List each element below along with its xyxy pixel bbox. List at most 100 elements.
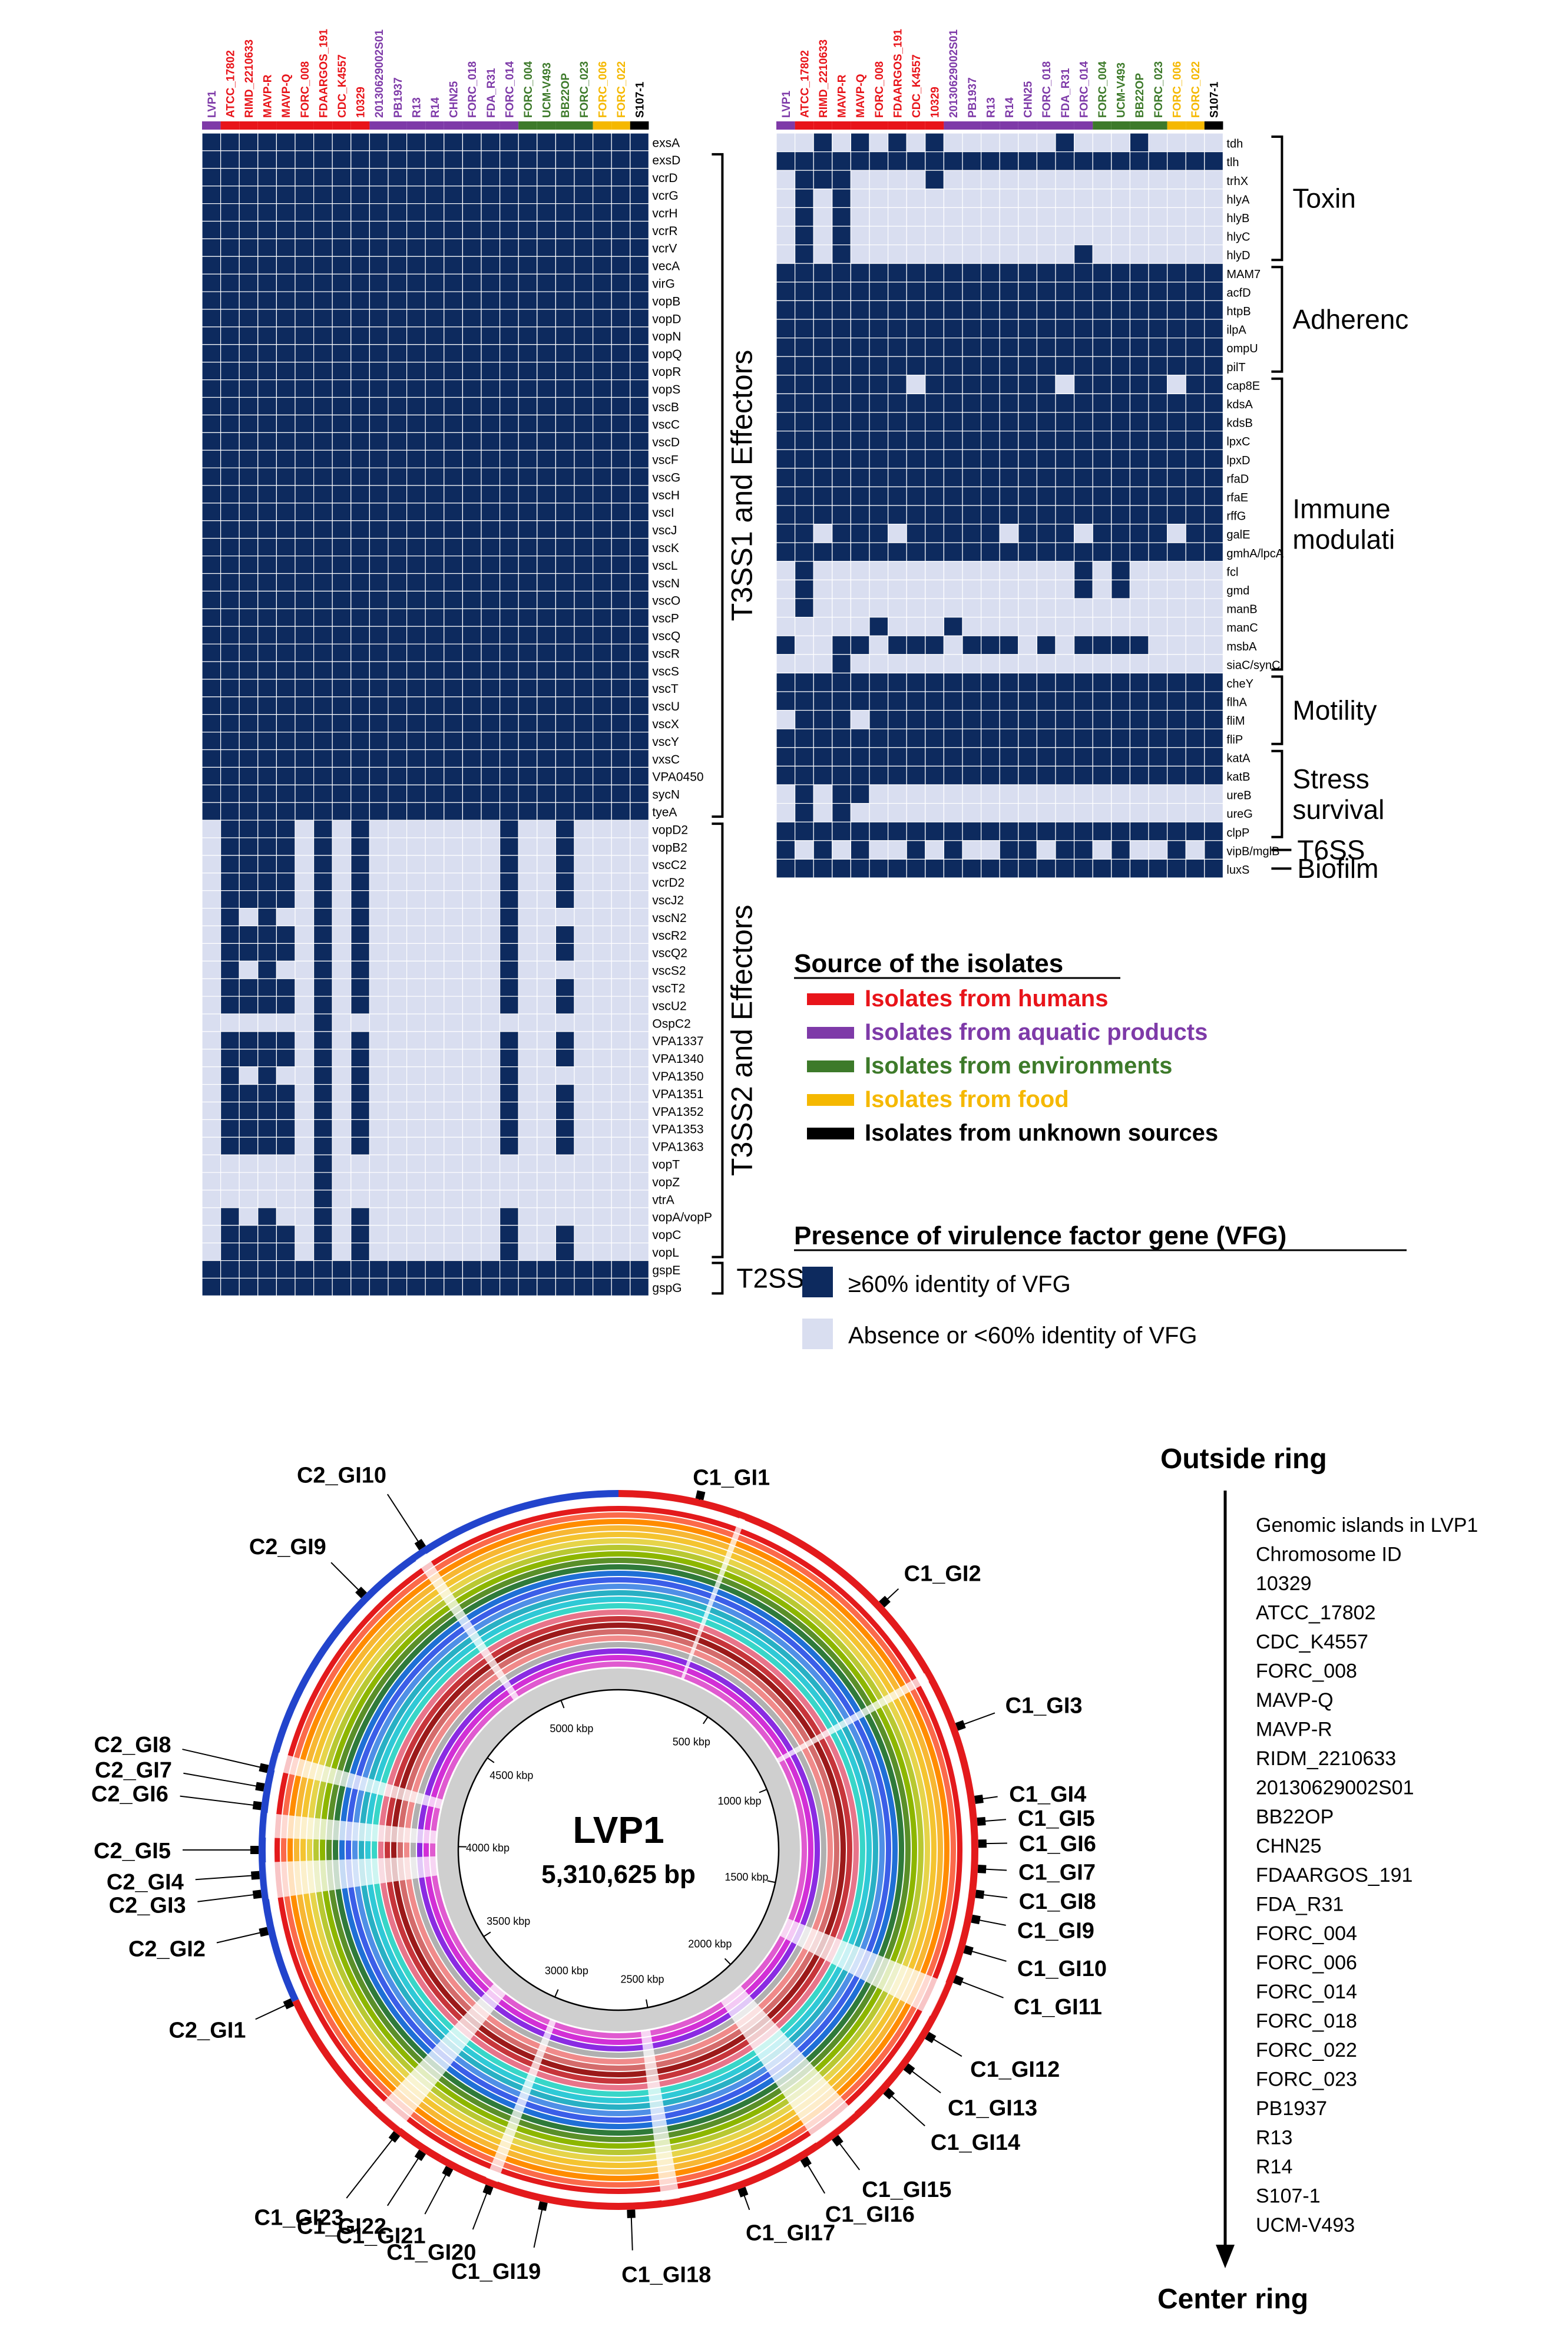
heatmap-cell xyxy=(257,925,277,944)
heatmap-cell xyxy=(555,873,575,891)
heatmap-cell xyxy=(499,379,519,398)
isolate-source-bar xyxy=(350,121,370,130)
heatmap-cell xyxy=(962,561,982,580)
heatmap-cell xyxy=(444,855,463,874)
heatmap-cell xyxy=(555,1066,575,1085)
heatmap-cell xyxy=(850,672,870,692)
heatmap-cell xyxy=(906,858,926,878)
heatmap-cell xyxy=(832,337,852,357)
isolate-label: S107-1 xyxy=(634,81,647,118)
heatmap-cell xyxy=(1166,337,1186,357)
heatmap-cell xyxy=(887,226,907,246)
genomic-island-leader xyxy=(699,1495,701,1500)
heatmap-cell xyxy=(832,840,852,860)
heatmap-cell xyxy=(1185,672,1205,692)
heatmap-cell xyxy=(906,579,926,599)
heatmap-cell xyxy=(518,1190,538,1208)
heatmap-cell xyxy=(369,873,389,891)
heatmap-cell xyxy=(295,1225,315,1244)
heatmap-cell xyxy=(962,616,982,636)
heatmap-cell xyxy=(462,731,482,751)
heatmap-cell xyxy=(481,379,501,398)
heatmap-cell xyxy=(611,1013,631,1032)
genome-ring xyxy=(339,1570,898,2130)
heatmap-cell xyxy=(592,538,612,557)
heatmap-cell xyxy=(555,1277,575,1296)
heatmap-cell xyxy=(388,503,408,521)
heatmap-cell xyxy=(276,1013,296,1032)
genomic-island-leader xyxy=(387,2155,421,2206)
heatmap-cell xyxy=(869,245,889,264)
heatmap-cell xyxy=(388,1013,408,1032)
gene-label: vscO xyxy=(652,594,680,608)
heatmap-cell xyxy=(518,749,538,768)
heatmap-cell xyxy=(220,538,240,557)
heatmap-cell xyxy=(406,168,426,187)
heatmap-cell xyxy=(943,802,963,822)
heatmap-cell xyxy=(406,890,426,909)
genomic-island-label: C1_GI15 xyxy=(862,2178,951,2202)
heatmap-cell xyxy=(776,654,796,674)
gene-label: vscI xyxy=(652,506,674,520)
heatmap-cell xyxy=(1018,691,1038,711)
heatmap-cell xyxy=(425,661,445,680)
heatmap-cell xyxy=(1185,542,1205,562)
heatmap-cell xyxy=(444,1225,463,1244)
heatmap-cell xyxy=(444,379,463,398)
heatmap-cell xyxy=(257,802,277,821)
heatmap-cell xyxy=(276,503,296,521)
genomic-island-leader xyxy=(216,1931,264,1944)
heatmap-cell xyxy=(481,432,501,451)
genomic-island-leader xyxy=(888,2093,925,2127)
heatmap-cell xyxy=(555,467,575,486)
heatmap-cell xyxy=(574,661,594,680)
heatmap-cell xyxy=(887,189,907,208)
heatmap-cell xyxy=(518,344,538,363)
heatmap-cell xyxy=(869,356,889,376)
heatmap-cell xyxy=(332,960,352,979)
heatmap-cell xyxy=(499,555,519,574)
isolate-label: FDA_R31 xyxy=(1060,68,1072,118)
heatmap-cell xyxy=(220,238,240,257)
heatmap-cell xyxy=(481,714,501,733)
heatmap-cell xyxy=(592,555,612,574)
genomic-island-leader xyxy=(960,1712,995,1726)
heatmap-cell xyxy=(592,1260,612,1279)
heatmap-cell xyxy=(555,802,575,821)
scale-tick xyxy=(487,1757,495,1763)
heatmap-cell xyxy=(481,256,501,275)
heatmap-cell xyxy=(980,207,1000,227)
heatmap-cell xyxy=(574,784,594,803)
heatmap-cell xyxy=(943,282,963,301)
heatmap-cell xyxy=(369,573,389,592)
heatmap-cell xyxy=(592,1013,612,1032)
heatmap-cell xyxy=(369,943,389,962)
isolate-label: FDAARGOS_191 xyxy=(317,29,330,118)
heatmap-cell xyxy=(425,397,445,415)
heatmap-cell xyxy=(313,714,333,733)
heatmap-cell xyxy=(518,309,538,328)
heatmap-cell xyxy=(574,1172,594,1191)
heatmap-cell xyxy=(592,203,612,222)
heatmap-cell xyxy=(1166,505,1186,525)
heatmap-cell xyxy=(350,414,370,433)
heatmap-cell xyxy=(444,397,463,415)
heatmap-cell xyxy=(239,749,259,768)
heatmap-cell xyxy=(1111,207,1131,227)
heatmap-cell xyxy=(1129,282,1149,301)
heatmap-cell xyxy=(630,397,650,415)
heatmap-cell xyxy=(295,590,315,609)
genome-ring xyxy=(352,1583,885,2117)
heatmap-cell xyxy=(555,661,575,680)
heatmap-cell xyxy=(925,133,945,153)
heatmap-cell xyxy=(592,1172,612,1191)
heatmap-cell xyxy=(555,1243,575,1261)
heatmap-cell xyxy=(350,802,370,821)
heatmap-cell xyxy=(630,414,650,433)
heatmap-cell xyxy=(630,679,650,698)
gene-label: vcrD2 xyxy=(652,876,684,890)
gene-label: vscU2 xyxy=(652,999,686,1013)
heatmap-cell xyxy=(369,679,389,698)
heatmap-cell xyxy=(313,291,333,310)
heatmap-cell xyxy=(444,414,463,433)
